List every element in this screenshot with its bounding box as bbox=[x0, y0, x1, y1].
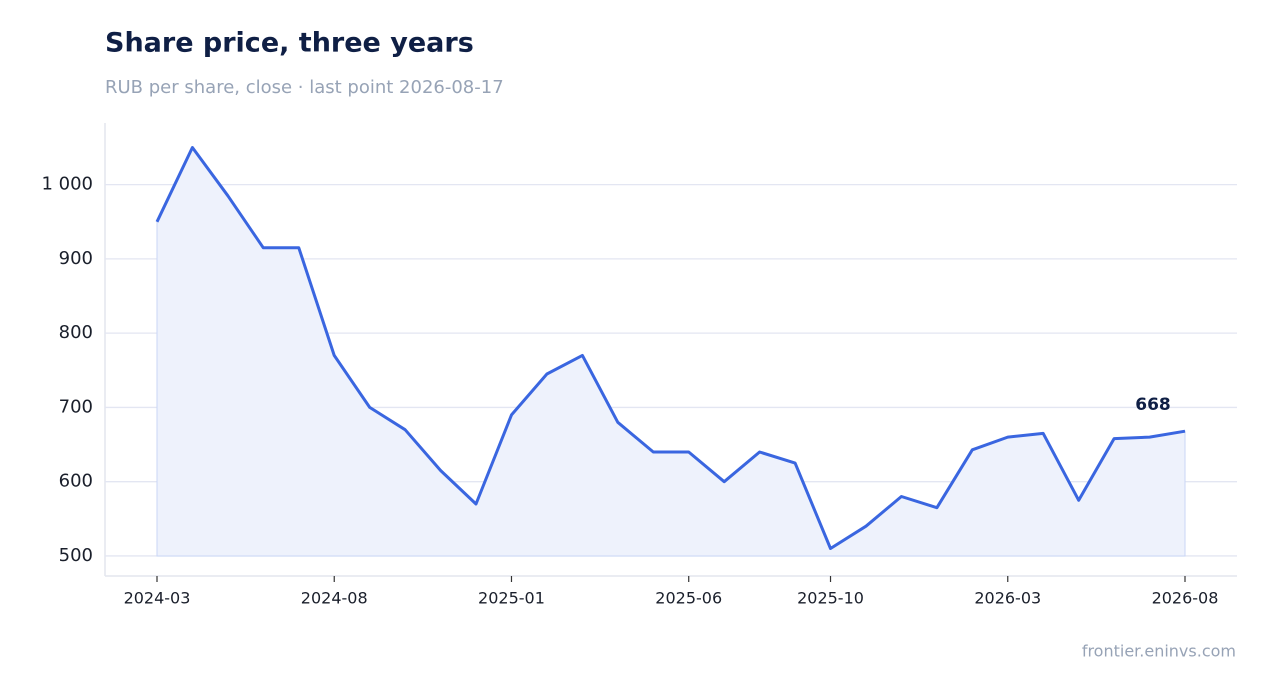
x-tick-label: 2024-03 bbox=[124, 589, 191, 608]
x-tick-label: 2024-08 bbox=[301, 589, 368, 608]
y-tick-label: 600 bbox=[59, 471, 93, 492]
y-tick-label: 700 bbox=[59, 396, 93, 417]
x-tick-label: 2025-10 bbox=[797, 589, 864, 608]
y-tick-label: 900 bbox=[59, 248, 93, 269]
x-tick-label: 2026-03 bbox=[974, 589, 1041, 608]
x-tick-label: 2026-08 bbox=[1152, 589, 1219, 608]
source: frontier.eninvs.com bbox=[1082, 642, 1236, 661]
data-label: 668 bbox=[1135, 395, 1171, 415]
x-tick-label: 2025-06 bbox=[655, 589, 722, 608]
area bbox=[156, 146, 1186, 557]
chart-subtitle: RUB per share, close · last point 2026-0… bbox=[105, 77, 504, 98]
plot: 668 bbox=[155, 146, 1186, 557]
y-tick-label: 1 000 bbox=[41, 174, 93, 195]
chart-title: Share price, three years bbox=[105, 28, 474, 59]
line bbox=[155, 146, 1186, 550]
x-tick-label: 2025-01 bbox=[478, 589, 545, 608]
y-tick-label: 800 bbox=[59, 322, 93, 343]
y-tick-label: 500 bbox=[59, 545, 93, 566]
